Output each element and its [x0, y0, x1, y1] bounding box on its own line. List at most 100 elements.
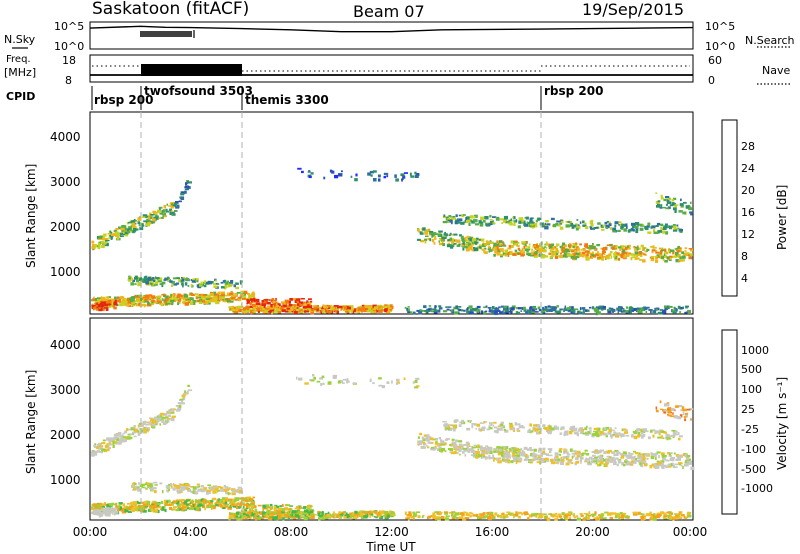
power-echo-cell [553, 224, 557, 227]
power-echo-cell [656, 225, 659, 227]
velocity-echo-cell [466, 442, 469, 444]
power-echo-cell [127, 231, 130, 233]
velocity-echo-cell [172, 416, 176, 418]
velocity-echo-cell [165, 418, 167, 421]
velocity-echo-cell [151, 509, 153, 512]
power-echo-cell [401, 179, 403, 182]
velocity-echo-cell [183, 505, 186, 507]
velocity-echo-cell [97, 450, 100, 453]
power-echo-cell [586, 253, 589, 256]
power-echo-cell [204, 280, 206, 283]
velocity-echo-cell [209, 492, 211, 494]
velocity-echo-cell [360, 511, 362, 513]
power-echo-cell [576, 219, 578, 221]
velocity-echo-cell [512, 447, 514, 449]
velocity-echo-cell [652, 435, 654, 438]
velocity-echo-cell [603, 459, 606, 462]
velocity-echo-cell [295, 508, 298, 510]
velocity-echo-cell [106, 513, 110, 516]
power-echo-cell [457, 222, 461, 224]
power-echo-cell [636, 257, 640, 259]
velocity-echo-cell [633, 431, 635, 433]
power-echo-cell [447, 306, 451, 308]
power-echo-cell [157, 210, 160, 213]
velocity-echo-cell [162, 506, 165, 510]
power-echo-cell [545, 306, 548, 309]
power-echo-cell [679, 210, 683, 213]
velocity-echo-cell [679, 516, 683, 519]
velocity-echo-cell [174, 409, 176, 411]
power-echo-cell [544, 255, 548, 257]
power-echo-cell [518, 248, 520, 250]
velocity-echo-cell [272, 506, 274, 509]
velocity-echo-cell [154, 506, 157, 509]
power-echo-cell [448, 221, 450, 223]
power-echo-cell [323, 177, 325, 180]
power-echo-cell [527, 246, 530, 249]
power-echo-cell [556, 221, 561, 223]
power-echo-cell [518, 225, 521, 228]
velocity-echo-cell [156, 424, 158, 426]
noise-tick-top-right: 10^5 [705, 20, 735, 33]
velocity-echo-cell [101, 442, 105, 444]
velocity-echo-cell [178, 402, 182, 404]
velocity-echo-cell [593, 460, 597, 462]
velocity-echo-cell [182, 395, 186, 398]
power-echo-cell [568, 221, 571, 223]
power-echo-cell [297, 299, 300, 301]
velocity-echo-cell [333, 511, 335, 513]
power-echo-cell [272, 300, 276, 303]
power-echo-cell [530, 218, 533, 221]
power-echo-cell [447, 239, 450, 241]
velocity-echo-cell [237, 502, 239, 505]
velocity-echo-cell [333, 517, 336, 519]
power-echo-cell [410, 175, 414, 177]
velocity-echo-cell [340, 516, 343, 518]
power-echo-cell [143, 300, 145, 302]
velocity-echo-cell [684, 456, 686, 458]
velocity-echo-cell [226, 506, 229, 508]
power-echo-cell [461, 309, 464, 311]
power-echo-cell [130, 228, 132, 231]
velocity-echo-cell [607, 451, 610, 454]
velocity-echo-cell [478, 428, 480, 431]
power-echo-cell [422, 231, 424, 233]
velocity-echo-cell [546, 453, 549, 456]
power-echo-cell [212, 298, 215, 300]
velocity-echo-cell [487, 428, 490, 430]
velocity-echo-cell [314, 514, 316, 516]
velocity-echo-cell [605, 463, 608, 466]
power-echo-cell [500, 218, 504, 220]
velocity-echo-cell [195, 503, 197, 505]
velocity-echo-cell [102, 512, 104, 514]
power-y-axis-label: Slant Range [km] [24, 164, 38, 268]
power-echo-cell [289, 298, 293, 301]
velocity-echo-cell [236, 512, 239, 515]
power-echo-cell [117, 238, 120, 240]
power-echo-cell [447, 218, 451, 220]
power-echo-cell [135, 276, 138, 278]
power-echo-cell [673, 312, 677, 314]
power-echo-cell [301, 171, 304, 173]
velocity-echo-cell [130, 433, 133, 435]
velocity-echo-cell [589, 457, 593, 459]
velocity-echo-cell [304, 510, 308, 513]
velocity-echo-cell [544, 458, 548, 460]
velocity-echo-cell [417, 443, 419, 445]
power-echo-cell [258, 311, 260, 313]
velocity-echo-cell [167, 504, 171, 506]
power-echo-cell [465, 217, 467, 220]
power-echo-cell [605, 247, 607, 249]
velocity-echo-cell [519, 425, 523, 428]
velocity-echo-cell [173, 500, 175, 503]
power-echo-cell [101, 242, 105, 244]
velocity-echo-cell [668, 435, 671, 437]
power-echo-cell [468, 246, 472, 250]
velocity-echo-cell [559, 448, 562, 450]
velocity-echo-cell [159, 482, 162, 484]
power-echo-cell [161, 303, 164, 306]
power-echo-cell [185, 185, 189, 188]
power-echo-cell [541, 311, 545, 313]
velocity-echo-cell [520, 448, 522, 450]
velocity-echo-cell [151, 427, 155, 429]
